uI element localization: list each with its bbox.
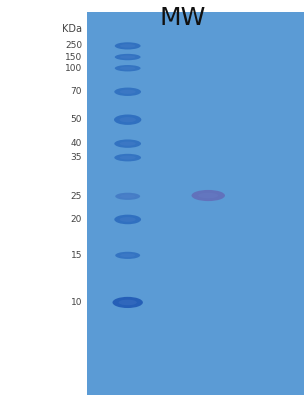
Ellipse shape — [115, 54, 140, 60]
Text: 15: 15 — [71, 251, 82, 260]
Ellipse shape — [119, 117, 136, 122]
Text: KDa: KDa — [62, 24, 82, 34]
Ellipse shape — [120, 67, 135, 70]
Ellipse shape — [120, 55, 135, 59]
Text: 35: 35 — [71, 153, 82, 162]
Text: MW: MW — [159, 6, 206, 30]
Ellipse shape — [120, 156, 136, 160]
Ellipse shape — [114, 215, 141, 224]
Ellipse shape — [192, 190, 225, 201]
Ellipse shape — [115, 65, 140, 71]
Ellipse shape — [120, 254, 135, 257]
Ellipse shape — [119, 300, 137, 305]
Ellipse shape — [120, 44, 135, 48]
Ellipse shape — [115, 193, 140, 200]
Ellipse shape — [114, 115, 141, 125]
Ellipse shape — [114, 140, 141, 148]
Ellipse shape — [112, 297, 143, 308]
Ellipse shape — [120, 142, 136, 146]
Ellipse shape — [120, 90, 136, 94]
Bar — [87, 12, 304, 395]
Text: 20: 20 — [71, 215, 82, 224]
Ellipse shape — [114, 154, 141, 162]
Text: 10: 10 — [71, 298, 82, 307]
Ellipse shape — [120, 195, 135, 198]
Text: 250: 250 — [65, 41, 82, 50]
Ellipse shape — [114, 88, 141, 96]
Text: 50: 50 — [71, 115, 82, 124]
Text: 100: 100 — [65, 64, 82, 73]
Text: 40: 40 — [71, 139, 82, 148]
Ellipse shape — [115, 42, 140, 49]
Text: 70: 70 — [71, 87, 82, 96]
Ellipse shape — [198, 193, 218, 198]
Text: 25: 25 — [71, 192, 82, 201]
Ellipse shape — [115, 252, 140, 259]
Text: 150: 150 — [65, 53, 82, 61]
Ellipse shape — [120, 217, 136, 222]
